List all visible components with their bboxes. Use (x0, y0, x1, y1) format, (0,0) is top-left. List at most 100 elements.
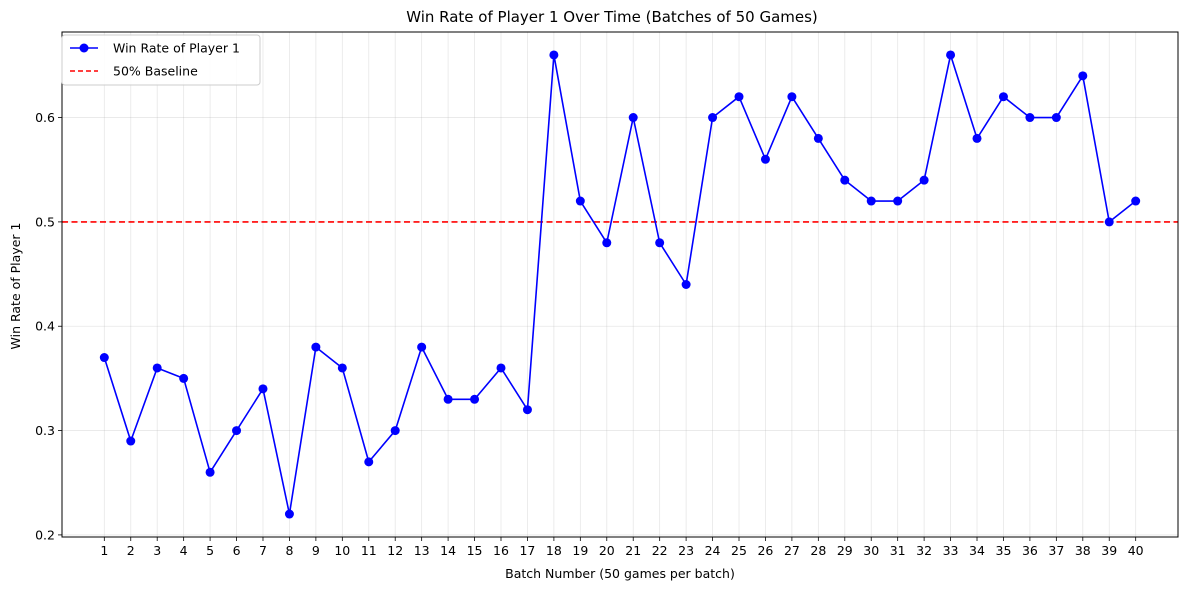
data-point (179, 373, 189, 383)
x-tick-label: 38 (1075, 543, 1091, 558)
x-tick-label: 6 (233, 543, 241, 558)
x-tick-label: 24 (705, 543, 721, 558)
y-axis-label: Win Rate of Player 1 (8, 223, 23, 350)
data-point (232, 426, 242, 436)
legend-series-label: Win Rate of Player 1 (113, 41, 240, 56)
x-tick-label: 21 (625, 543, 641, 558)
x-ticks: 1 2 3 4 5 6 7 8 9 10 11 12 13 14 15 16 17 18 19 20 21 22 23 24 2… (100, 537, 1144, 558)
data-point (893, 196, 903, 206)
chart-title: Win Rate of Player 1 Over Time (Batches … (406, 8, 818, 26)
x-tick-label: 34 (969, 543, 985, 558)
x-tick-label: 11 (361, 543, 377, 558)
data-point (998, 92, 1008, 102)
x-tick-label: 13 (414, 543, 430, 558)
y-tick-label: 0.5 (35, 214, 55, 229)
x-tick-label: 33 (943, 543, 959, 558)
x-tick-label: 3 (153, 543, 161, 558)
legend-series-marker (79, 43, 89, 53)
x-tick-label: 2 (127, 543, 135, 558)
data-point (628, 113, 638, 123)
data-point (205, 467, 215, 477)
data-point (549, 50, 559, 60)
data-point (813, 133, 823, 143)
x-tick-label: 39 (1101, 543, 1117, 558)
data-point (1104, 217, 1114, 227)
data-point (734, 92, 744, 102)
x-tick-label: 10 (334, 543, 350, 558)
data-point (681, 280, 691, 289)
y-ticks: 0.2 0.3 0.4 0.5 0.6 (35, 110, 62, 542)
x-tick-label: 14 (440, 543, 456, 558)
data-point (575, 196, 585, 206)
x-tick-label: 31 (890, 543, 906, 558)
x-tick-label: 22 (652, 543, 668, 558)
x-tick-label: 27 (784, 543, 800, 558)
x-tick-label: 5 (206, 543, 214, 558)
x-tick-label: 23 (678, 543, 694, 558)
data-point (1078, 71, 1088, 81)
x-tick-label: 19 (572, 543, 588, 558)
x-tick-label: 25 (731, 543, 747, 558)
data-point (99, 353, 109, 363)
data-point (1025, 113, 1035, 123)
legend: Win Rate of Player 1 50% Baseline (61, 34, 261, 86)
data-point (919, 175, 929, 185)
data-point (522, 405, 532, 415)
data-point (417, 342, 427, 352)
x-tick-label: 26 (757, 543, 773, 558)
x-axis-label: Batch Number (50 games per batch) (505, 566, 735, 581)
y-tick-label: 0.2 (35, 527, 55, 542)
x-tick-label: 12 (387, 543, 403, 558)
data-point (364, 457, 374, 467)
x-tick-label: 29 (837, 543, 853, 558)
x-tick-label: 20 (599, 543, 615, 558)
data-point (946, 50, 956, 60)
x-tick-label: 15 (467, 543, 483, 558)
data-point (787, 92, 797, 102)
x-tick-label: 9 (312, 543, 320, 558)
series-line (103, 54, 1137, 515)
data-point (284, 509, 294, 519)
x-tick-label: 16 (493, 543, 509, 558)
data-point (708, 113, 718, 123)
data-point (390, 426, 400, 436)
data-point (840, 175, 850, 185)
series (99, 50, 1141, 519)
data-point (1131, 196, 1141, 206)
data-point (866, 196, 876, 206)
data-point (126, 436, 136, 446)
data-point (258, 384, 268, 394)
data-point (760, 154, 770, 164)
y-tick-label: 0.3 (35, 423, 55, 438)
legend-baseline-label: 50% Baseline (113, 64, 198, 79)
data-point (443, 394, 453, 404)
x-tick-label: 1 (100, 543, 108, 558)
data-point (337, 363, 347, 373)
x-tick-label: 30 (863, 543, 879, 558)
data-point (602, 238, 612, 248)
data-point (470, 394, 480, 404)
x-tick-label: 17 (519, 543, 535, 558)
grid (62, 32, 1178, 537)
data-point (1051, 113, 1061, 123)
plot-frame (61, 31, 1179, 538)
data-point (311, 342, 321, 352)
x-tick-label: 7 (259, 543, 267, 558)
x-tick-label: 18 (546, 543, 562, 558)
data-point (152, 363, 162, 373)
y-tick-label: 0.6 (35, 110, 55, 125)
legend-box (61, 34, 261, 86)
x-tick-label: 37 (1048, 543, 1064, 558)
x-tick-label: 28 (810, 543, 826, 558)
x-tick-label: 32 (916, 543, 932, 558)
data-point (655, 238, 665, 248)
x-tick-label: 36 (1022, 543, 1038, 558)
data-point (972, 133, 982, 143)
data-point (496, 363, 506, 373)
y-tick-label: 0.4 (35, 319, 55, 334)
x-tick-label: 40 (1128, 543, 1144, 558)
x-tick-label: 8 (285, 543, 293, 558)
x-tick-label: 35 (996, 543, 1012, 558)
x-tick-label: 4 (180, 543, 188, 558)
